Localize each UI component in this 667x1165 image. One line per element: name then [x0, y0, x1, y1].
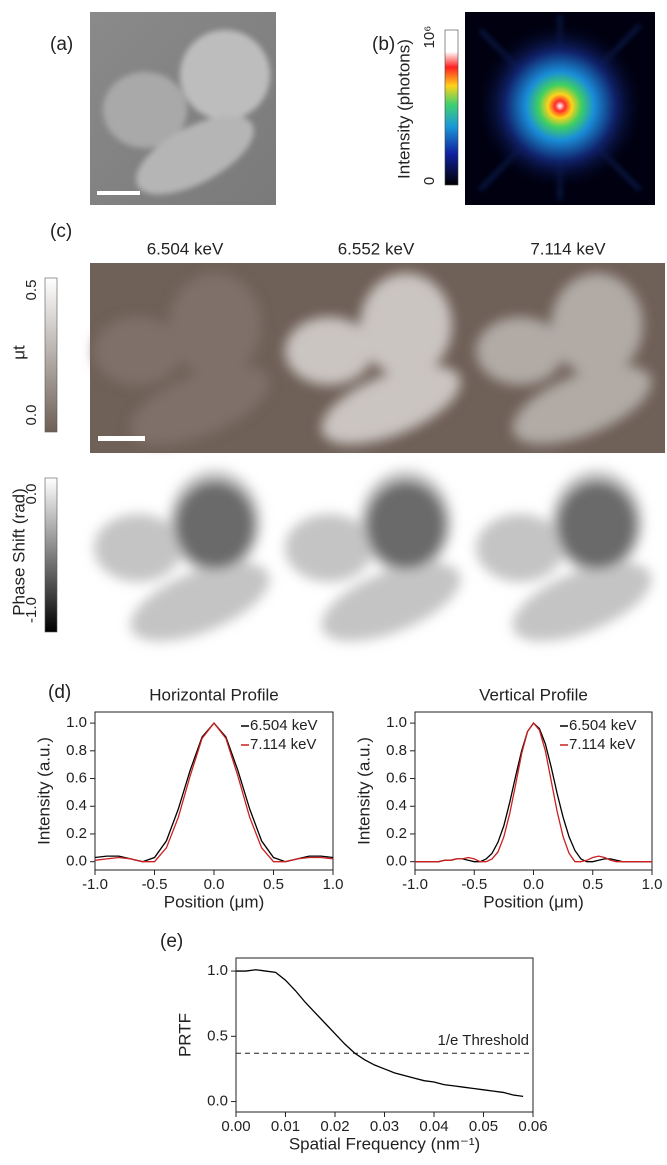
x-tick-label: -0.5	[461, 876, 487, 893]
y-tick-label: 0.0	[66, 853, 87, 870]
y-tick-label: 0.4	[386, 797, 407, 814]
x-axis-label: Position (μm)	[483, 892, 583, 911]
colorbar-tick-label: -1.0	[23, 597, 40, 623]
colorbar-label: μt	[9, 345, 28, 360]
scale-bar	[98, 436, 145, 441]
y-tick-label: 0.0	[386, 853, 407, 870]
panel-label: (c)	[50, 221, 72, 242]
legend-label: 7.114 keV	[569, 736, 635, 753]
x-tick-label: 0.00	[221, 1118, 250, 1135]
panel-label: (b)	[372, 34, 395, 55]
y-tick-label: 0.2	[386, 825, 407, 842]
y-tick-label: 0.5	[207, 1027, 228, 1044]
x-tick-label: 0.5	[582, 876, 603, 893]
x-tick-label: -0.5	[142, 876, 168, 893]
y-axis-label: Intensity (a.u.)	[34, 737, 53, 845]
y-tick-label: 0.4	[66, 797, 87, 814]
colorbar-tick-label: 0.0	[23, 405, 40, 426]
y-axis-label: PRTF	[175, 1013, 194, 1057]
colorbar-label: Phase Shift (rad)	[9, 488, 28, 616]
x-tick-label: 0.03	[370, 1118, 399, 1135]
x-tick-label: 1.0	[323, 876, 344, 893]
panel-a: (a)	[50, 12, 276, 205]
series-line	[94, 722, 334, 863]
diffraction-pattern	[475, 21, 645, 191]
threshold-label: 1/e Threshold	[438, 1032, 529, 1049]
energy-label: 7.114 keV	[530, 239, 606, 258]
colorbar-tick-label: 0.0	[23, 484, 40, 505]
panel-label: (e)	[160, 931, 183, 952]
colorbar	[44, 277, 58, 433]
x-tick-label: -1.0	[82, 876, 108, 893]
panel-b: (b)	[372, 12, 655, 205]
x-tick-label: 0.0	[204, 876, 225, 893]
scale-bar	[97, 191, 140, 195]
legend-label: 6.504 keV	[250, 717, 318, 734]
colorbar	[444, 29, 459, 186]
y-tick-label: 0.8	[66, 742, 87, 759]
y-tick-label: 0.0	[207, 1093, 228, 1110]
energy-label: 6.504 keV	[147, 239, 224, 258]
chart-title: Vertical Profile	[479, 685, 588, 704]
x-tick-label: 0.04	[419, 1118, 448, 1135]
colorbar	[44, 477, 58, 633]
energy-label: 6.552 keV	[338, 239, 415, 258]
y-tick-label: 0.6	[66, 769, 87, 786]
x-tick-label: 0.05	[469, 1118, 498, 1135]
panel-label: (a)	[50, 34, 73, 55]
x-tick-label: 0.5	[263, 876, 284, 893]
y-axis-label: Intensity (a.u.)	[354, 737, 373, 845]
x-tick-label: 0.01	[271, 1118, 300, 1135]
panel-label: (d)	[48, 682, 71, 703]
colorbar-label: Intensity (photons)	[394, 39, 413, 179]
colorbar-tick-label: 10⁶	[421, 26, 438, 49]
series-line	[236, 969, 524, 1097]
chart-title: Horizontal Profile	[149, 685, 278, 704]
x-tick-label: 0.02	[320, 1118, 349, 1135]
y-tick-label: 0.6	[386, 769, 407, 786]
legend-label: 6.504 keV	[569, 717, 637, 734]
x-tick-label: 1.0	[642, 876, 663, 893]
x-axis-label: Position (μm)	[164, 892, 264, 911]
sem-particles	[103, 30, 270, 195]
y-tick-label: 0.2	[66, 825, 87, 842]
y-tick-label: 0.8	[386, 742, 407, 759]
panel-c: (c)	[44, 221, 665, 658]
x-tick-label: 0.0	[523, 876, 544, 893]
x-axis-label: Spatial Frequency (nm⁻¹)	[289, 1134, 480, 1153]
x-tick-label: 0.06	[518, 1118, 547, 1135]
y-tick-label: 1.0	[66, 714, 87, 731]
colorbar-tick-label: 0	[421, 177, 438, 185]
y-tick-label: 1.0	[386, 714, 407, 731]
x-tick-label: -1.0	[402, 876, 428, 893]
series-line	[415, 722, 652, 863]
y-tick-label: 1.0	[207, 962, 228, 979]
colorbar-tick-label: 0.5	[23, 280, 40, 301]
legend-label: 7.114 keV	[250, 736, 316, 753]
